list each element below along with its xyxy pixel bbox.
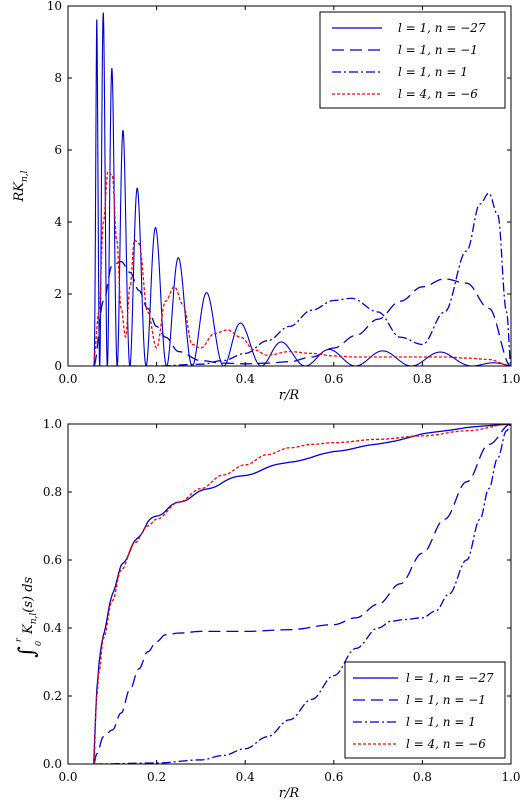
top-y-axis-label-sub: n,l — [20, 170, 30, 182]
bottom-y-tick-label-5: 1.0 — [43, 417, 62, 431]
top-x-tick-label-1: 0.2 — [147, 372, 166, 386]
top-x-tick-label-5: 1.0 — [501, 372, 520, 386]
top-series-line-1 — [93, 260, 511, 366]
top-x-tick-label-2: 0.4 — [236, 372, 255, 386]
top-x-axis-label: r/R — [279, 388, 300, 403]
bottom-x-axis-label: r/R — [279, 786, 300, 801]
top-y-axis-label: RKn,l — [12, 170, 30, 202]
top-legend-label-3: l = 4, n = −6 — [398, 87, 478, 101]
top-legend-label-0: l = 1, n = −27 — [398, 21, 486, 35]
top-x-ticks: 0.0 0.2 0.4 0.6 0.8 1.0 — [58, 6, 520, 386]
top-x-tick-label-4: 0.8 — [413, 372, 432, 386]
top-y-tick-label-2: 4 — [54, 215, 62, 229]
bottom-legend-label-1: l = 1, n = −1 — [406, 693, 486, 707]
bottom-y-axis-label-sub: n,l — [29, 613, 39, 625]
bottom-x-tick-label-0: 0.0 — [58, 770, 77, 784]
bottom-y-axis-integral-upper: r — [14, 637, 23, 642]
bottom-x-tick-label-3: 0.6 — [324, 770, 343, 784]
bottom-series-line-3 — [93, 424, 511, 764]
bottom-y-axis-label: ∫ 0 r Kn,l(s) ds — [14, 576, 43, 657]
top-legend-label-1: l = 1, n = −1 — [398, 43, 478, 57]
bottom-x-tick-label-5: 1.0 — [501, 770, 520, 784]
bottom-y-tick-label-4: 0.8 — [43, 485, 62, 499]
bottom-y-tick-label-0: 0.0 — [43, 757, 62, 771]
bottom-series-line-0 — [93, 424, 511, 764]
top-plot-frame — [67, 5, 512, 367]
top-x-tick-label-3: 0.6 — [324, 372, 343, 386]
bottom-y-axis-label-main: K — [21, 623, 36, 635]
bottom-legend: l = 1, n = −27 l = 1, n = −1 l = 1, n = … — [344, 661, 506, 759]
top-legend: l = 1, n = −27 l = 1, n = −1 l = 1, n = … — [319, 11, 506, 109]
bottom-legend-label-2: l = 1, n = 1 — [406, 715, 476, 729]
top-x-tick-label-0: 0.0 — [58, 372, 77, 386]
bottom-x-tick-label-1: 0.2 — [147, 770, 166, 784]
top-y-ticks: 0 2 4 6 8 10 — [47, 0, 511, 373]
bottom-x-tick-label-2: 0.4 — [236, 770, 255, 784]
top-y-axis-label-main: RK — [12, 181, 27, 203]
top-series-line-3 — [93, 170, 511, 366]
top-y-tick-label-1: 2 — [54, 287, 62, 301]
top-series-line-2 — [93, 192, 511, 366]
top-legend-label-2: l = 1, n = 1 — [398, 65, 468, 79]
bottom-legend-label-0: l = 1, n = −27 — [406, 671, 494, 685]
top-series-line-0 — [93, 12, 511, 366]
top-panel: 0.0 0.2 0.4 0.6 0.8 1.0 0 2 4 6 8 10 r/R RKn,l l =… — [12, 0, 520, 403]
bottom-legend-label-3: l = 4, n = −6 — [406, 737, 486, 751]
bottom-y-axis-integral-sign: ∫ — [15, 646, 40, 658]
bottom-series-line-2 — [93, 424, 511, 764]
bottom-series-line-1 — [93, 424, 511, 764]
bottom-y-axis-label-tail: (s) ds — [21, 576, 36, 612]
top-y-tick-label-5: 10 — [47, 0, 62, 13]
bottom-y-tick-label-1: 0.2 — [43, 689, 62, 703]
bottom-x-ticks: 0.0 0.2 0.4 0.6 0.8 1.0 — [58, 424, 520, 784]
bottom-plot-frame — [67, 423, 512, 765]
bottom-y-tick-label-3: 0.6 — [43, 553, 62, 567]
bottom-y-tick-label-2: 0.4 — [43, 621, 62, 635]
bottom-y-axis-integrand: Kn,l(s) ds — [21, 576, 39, 635]
top-y-tick-label-4: 8 — [54, 71, 62, 85]
bottom-plot-area — [93, 424, 511, 764]
top-y-tick-label-0: 0 — [54, 359, 62, 373]
bottom-y-axis-integral-lower: 0 — [34, 641, 43, 646]
bottom-y-ticks: 0.0 0.2 0.4 0.6 0.8 1.0 — [43, 417, 511, 771]
bottom-panel: 0.0 0.2 0.4 0.6 0.8 1.0 0.0 0.2 0.4 0.6 0.8 1.0 r/… — [14, 417, 520, 801]
top-y-tick-label-3: 6 — [54, 143, 62, 157]
bottom-x-tick-label-4: 0.8 — [413, 770, 432, 784]
